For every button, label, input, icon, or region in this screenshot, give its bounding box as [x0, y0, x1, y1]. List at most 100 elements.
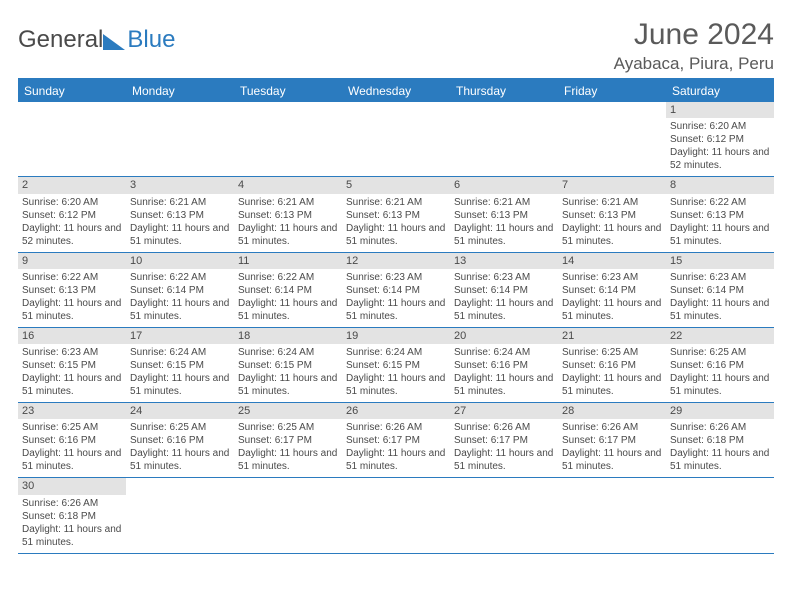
- daylight-line: Daylight: 11 hours and 51 minutes.: [238, 447, 338, 473]
- day-cell: 22Sunrise: 6:25 AMSunset: 6:16 PMDayligh…: [666, 328, 774, 402]
- sunset-line: Sunset: 6:17 PM: [454, 434, 554, 447]
- sunrise-line: Sunrise: 6:21 AM: [454, 196, 554, 209]
- day-cell: 29Sunrise: 6:26 AMSunset: 6:18 PMDayligh…: [666, 403, 774, 477]
- calendar-grid: SundayMondayTuesdayWednesdayThursdayFrid…: [18, 78, 774, 554]
- day-number: 14: [558, 253, 666, 269]
- daylight-line: Daylight: 11 hours and 51 minutes.: [22, 297, 122, 323]
- day-number: 30: [18, 478, 126, 494]
- sunrise-line: Sunrise: 6:23 AM: [454, 271, 554, 284]
- day-number: 23: [18, 403, 126, 419]
- sunset-line: Sunset: 6:16 PM: [130, 434, 230, 447]
- sunrise-line: Sunrise: 6:26 AM: [562, 421, 662, 434]
- brand-word-1: General: [18, 26, 103, 54]
- day-cell: 13 Sunrise: 6:23 AMSunset: 6:14 PMDayligh…: [450, 253, 558, 327]
- day-number: 8: [666, 177, 774, 193]
- day-cell: [558, 478, 666, 552]
- month-title: June 2024: [614, 18, 774, 52]
- sunrise-line: Sunrise: 6:23 AM: [22, 346, 122, 359]
- day-number: 3: [126, 177, 234, 193]
- sunrise-line: Sunrise: 6:22 AM: [238, 271, 338, 284]
- daylight-line: Daylight: 11 hours and 51 minutes.: [130, 222, 230, 248]
- day-cell: 7Sunrise: 6:21 AMSunset: 6:13 PMDaylight…: [558, 177, 666, 251]
- sunrise-line: Sunrise: 6:26 AM: [22, 497, 122, 510]
- sunrise-line: Sunrise: 6:24 AM: [346, 346, 446, 359]
- sunrise-line: Sunrise: 6:25 AM: [562, 346, 662, 359]
- sunrise-line: Sunrise: 6:21 AM: [238, 196, 338, 209]
- sunrise-line: Sunrise: 6:25 AM: [238, 421, 338, 434]
- day-number: 25: [234, 403, 342, 419]
- dow-wednesday: Wednesday: [342, 80, 450, 102]
- day-number: 21: [558, 328, 666, 344]
- day-cell: [342, 478, 450, 552]
- sunrise-line: Sunrise: 6:25 AM: [22, 421, 122, 434]
- daylight-line: Daylight: 11 hours and 51 minutes.: [346, 297, 446, 323]
- sunset-line: Sunset: 6:15 PM: [22, 359, 122, 372]
- day-cell: [450, 102, 558, 176]
- day-cell: 17Sunrise: 6:24 AMSunset: 6:15 PMDayligh…: [126, 328, 234, 402]
- sunset-line: Sunset: 6:13 PM: [238, 209, 338, 222]
- day-cell: 8Sunrise: 6:22 AMSunset: 6:13 PMDaylight…: [666, 177, 774, 251]
- title-block: June 2024 Ayabaca, Piura, Peru: [614, 18, 774, 74]
- sunset-line: Sunset: 6:14 PM: [238, 284, 338, 297]
- sunrise-line: Sunrise: 6:20 AM: [22, 196, 122, 209]
- day-number: 19: [342, 328, 450, 344]
- day-cell: [18, 102, 126, 176]
- day-cell: 10Sunrise: 6:22 AMSunset: 6:14 PMDayligh…: [126, 253, 234, 327]
- sunrise-line: Sunrise: 6:20 AM: [670, 120, 770, 133]
- sunset-line: Sunset: 6:13 PM: [670, 209, 770, 222]
- sunset-line: Sunset: 6:13 PM: [454, 209, 554, 222]
- day-cell: 12Sunrise: 6:23 AMSunset: 6:14 PMDayligh…: [342, 253, 450, 327]
- sunset-line: Sunset: 6:12 PM: [22, 209, 122, 222]
- location-subtitle: Ayabaca, Piura, Peru: [614, 54, 774, 74]
- day-number: 6: [450, 177, 558, 193]
- sunset-line: Sunset: 6:15 PM: [346, 359, 446, 372]
- sunrise-line: Sunrise: 6:24 AM: [454, 346, 554, 359]
- day-cell: [126, 102, 234, 176]
- day-cell: [558, 102, 666, 176]
- day-number: 5: [342, 177, 450, 193]
- day-number: 27: [450, 403, 558, 419]
- day-cell: 26Sunrise: 6:26 AMSunset: 6:17 PMDayligh…: [342, 403, 450, 477]
- week-row: 2 Sunrise: 6:20 AMSunset: 6:12 PM Daylight…: [18, 177, 774, 252]
- dow-header-row: SundayMondayTuesdayWednesdayThursdayFrid…: [18, 80, 774, 102]
- daylight-line: Daylight: 11 hours and 51 minutes.: [562, 372, 662, 398]
- sunset-line: Sunset: 6:14 PM: [562, 284, 662, 297]
- sunset-line: Sunset: 6:14 PM: [454, 284, 554, 297]
- header: General Blue June 2024 Ayabaca, Piura, P…: [18, 18, 774, 74]
- sunrise-line: Sunrise: 6:22 AM: [22, 271, 122, 284]
- sunrise-line: Sunrise: 6:23 AM: [670, 271, 770, 284]
- sunset-line: Sunset: 6:16 PM: [670, 359, 770, 372]
- day-cell: 20Sunrise: 6:24 AMSunset: 6:16 PMDayligh…: [450, 328, 558, 402]
- daylight-line: Daylight: 11 hours and 51 minutes.: [238, 372, 338, 398]
- day-number: 4: [234, 177, 342, 193]
- day-number: 16: [18, 328, 126, 344]
- sunset-line: Sunset: 6:13 PM: [130, 209, 230, 222]
- day-cell: 6Sunrise: 6:21 AMSunset: 6:13 PMDaylight…: [450, 177, 558, 251]
- day-number: 17: [126, 328, 234, 344]
- day-cell: 30Sunrise: 6:26 AMSunset: 6:18 PMDayligh…: [18, 478, 126, 552]
- daylight-line: Daylight: 11 hours and 51 minutes.: [562, 447, 662, 473]
- day-number: 13: [450, 253, 558, 269]
- dow-friday: Friday: [558, 80, 666, 102]
- day-cell: 14Sunrise: 6:23 AMSunset: 6:14 PMDayligh…: [558, 253, 666, 327]
- week-row: 1Sunrise: 6:20 AMSunset: 6:12 PMDaylight…: [18, 102, 774, 177]
- brand-logo: General Blue: [18, 26, 175, 54]
- day-number: 12: [342, 253, 450, 269]
- day-number: 1: [666, 102, 774, 118]
- day-number: 10: [126, 253, 234, 269]
- sunset-line: Sunset: 6:18 PM: [22, 510, 122, 523]
- week-row: 30Sunrise: 6:26 AMSunset: 6:18 PMDayligh…: [18, 478, 774, 553]
- daylight-line: Daylight: 11 hours and 51 minutes.: [346, 372, 446, 398]
- sunrise-line: Sunrise: 6:25 AM: [130, 421, 230, 434]
- day-cell: 28Sunrise: 6:26 AMSunset: 6:17 PMDayligh…: [558, 403, 666, 477]
- daylight-line: Daylight: 11 hours and 51 minutes.: [454, 447, 554, 473]
- daylight-line: Daylight: 11 hours and 51 minutes.: [454, 297, 554, 323]
- week-row: 16Sunrise: 6:23 AMSunset: 6:15 PMDayligh…: [18, 328, 774, 403]
- day-number: 9: [18, 253, 126, 269]
- daylight-line: Daylight: 11 hours and 51 minutes.: [22, 447, 122, 473]
- day-number: 2: [18, 177, 126, 193]
- daylight-line: Daylight: 11 hours and 51 minutes.: [562, 297, 662, 323]
- day-number: 28: [558, 403, 666, 419]
- sunrise-line: Sunrise: 6:24 AM: [130, 346, 230, 359]
- day-cell: 5Sunrise: 6:21 AMSunset: 6:13 PMDaylight…: [342, 177, 450, 251]
